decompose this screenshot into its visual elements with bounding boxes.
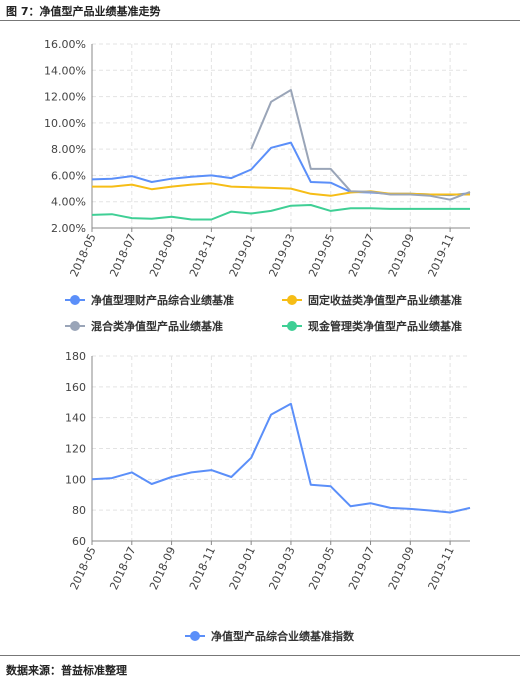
source-note: 数据来源：普益标准整理 bbox=[6, 664, 127, 677]
bottom-rule bbox=[0, 655, 520, 656]
chart-benchmark-index: 60 80 100 120 140 160 180 2018-05 2018-07 2018-09… bbox=[65, 350, 471, 643]
x-tick-label: 2018-07 bbox=[107, 232, 138, 279]
legend-label: 净值型理财产品综合业绩基准 bbox=[91, 293, 234, 307]
x-tick-label: 2019-01 bbox=[227, 232, 258, 279]
y-tick-label: 6.00% bbox=[51, 169, 86, 182]
y-tick-label: 16.00% bbox=[44, 38, 86, 51]
legend-marker bbox=[287, 321, 297, 331]
x-tick-label: 2019-05 bbox=[306, 545, 337, 592]
y-tick-label: 180 bbox=[65, 350, 86, 363]
legend-item[interactable]: 固定收益类净值型产品业绩基准 bbox=[282, 293, 462, 307]
x-tick-label: 2018-09 bbox=[147, 232, 178, 279]
y-tick-label: 160 bbox=[65, 381, 86, 394]
chart-rate-benchmarks: 2.00% 4.00% 6.00% 8.00% 10.00% 12.00% 14.00% 16… bbox=[44, 38, 471, 333]
y-tick-label: 12.00% bbox=[44, 91, 86, 104]
y-tick-label: 10.00% bbox=[44, 117, 86, 130]
x-tick-label: 2018-11 bbox=[187, 545, 218, 592]
x-tick-label: 2019-03 bbox=[266, 232, 297, 279]
legend-marker bbox=[70, 295, 80, 305]
x-tick-label: 2019-07 bbox=[346, 545, 377, 592]
y-tick-label: 120 bbox=[65, 443, 86, 456]
legend-label: 固定收益类净值型产品业绩基准 bbox=[308, 293, 462, 307]
series-line bbox=[250, 89, 471, 201]
x-tick-label: 2019-01 bbox=[227, 545, 258, 592]
legend-label: 混合类净值型产品业绩基准 bbox=[91, 319, 223, 333]
x-tick-label: 2019-03 bbox=[266, 545, 297, 592]
y-tick-label: 14.00% bbox=[44, 64, 86, 77]
x-tick-label: 2019-11 bbox=[426, 232, 457, 279]
y-tick-label: 4.00% bbox=[51, 196, 86, 209]
x-tick-label: 2019-09 bbox=[386, 545, 417, 592]
x-tick-label: 2018-05 bbox=[68, 545, 99, 592]
y-tick-label: 140 bbox=[65, 412, 86, 425]
legend-item[interactable]: 现金管理类净值型产品业绩基准 bbox=[282, 319, 462, 333]
x-tick-label: 2019-11 bbox=[426, 545, 457, 592]
figure-caption: 图 7：净值型产品业绩基准走势 bbox=[6, 5, 161, 18]
series-line bbox=[91, 402, 471, 514]
legend-label: 净值型产品综合业绩基准指数 bbox=[211, 629, 355, 643]
legend-marker bbox=[287, 295, 297, 305]
x-tick-label: 2018-11 bbox=[187, 232, 218, 279]
legend-item[interactable]: 混合类净值型产品业绩基准 bbox=[65, 319, 223, 333]
series-line bbox=[91, 141, 471, 197]
x-tick-label: 2018-09 bbox=[147, 545, 178, 592]
y-tick-label: 8.00% bbox=[51, 143, 86, 156]
y-tick-label: 60 bbox=[72, 535, 86, 548]
legend-item[interactable]: 净值型理财产品综合业绩基准 bbox=[65, 293, 234, 307]
series-line bbox=[91, 204, 470, 221]
x-tick-label: 2019-09 bbox=[386, 232, 417, 279]
legend-marker bbox=[190, 631, 200, 641]
x-tick-label: 2018-07 bbox=[107, 545, 138, 592]
y-tick-label: 80 bbox=[72, 504, 86, 517]
x-tick-label: 2019-07 bbox=[346, 232, 377, 279]
legend-marker bbox=[70, 321, 80, 331]
top-rule bbox=[0, 20, 520, 21]
y-tick-label: 2.00% bbox=[51, 222, 86, 235]
x-tick-label: 2018-05 bbox=[68, 232, 99, 279]
x-tick-label: 2019-05 bbox=[306, 232, 337, 279]
legend-item[interactable]: 净值型产品综合业绩基准指数 bbox=[185, 629, 355, 643]
legend-label: 现金管理类净值型产品业绩基准 bbox=[308, 319, 462, 333]
y-tick-label: 100 bbox=[65, 473, 86, 486]
